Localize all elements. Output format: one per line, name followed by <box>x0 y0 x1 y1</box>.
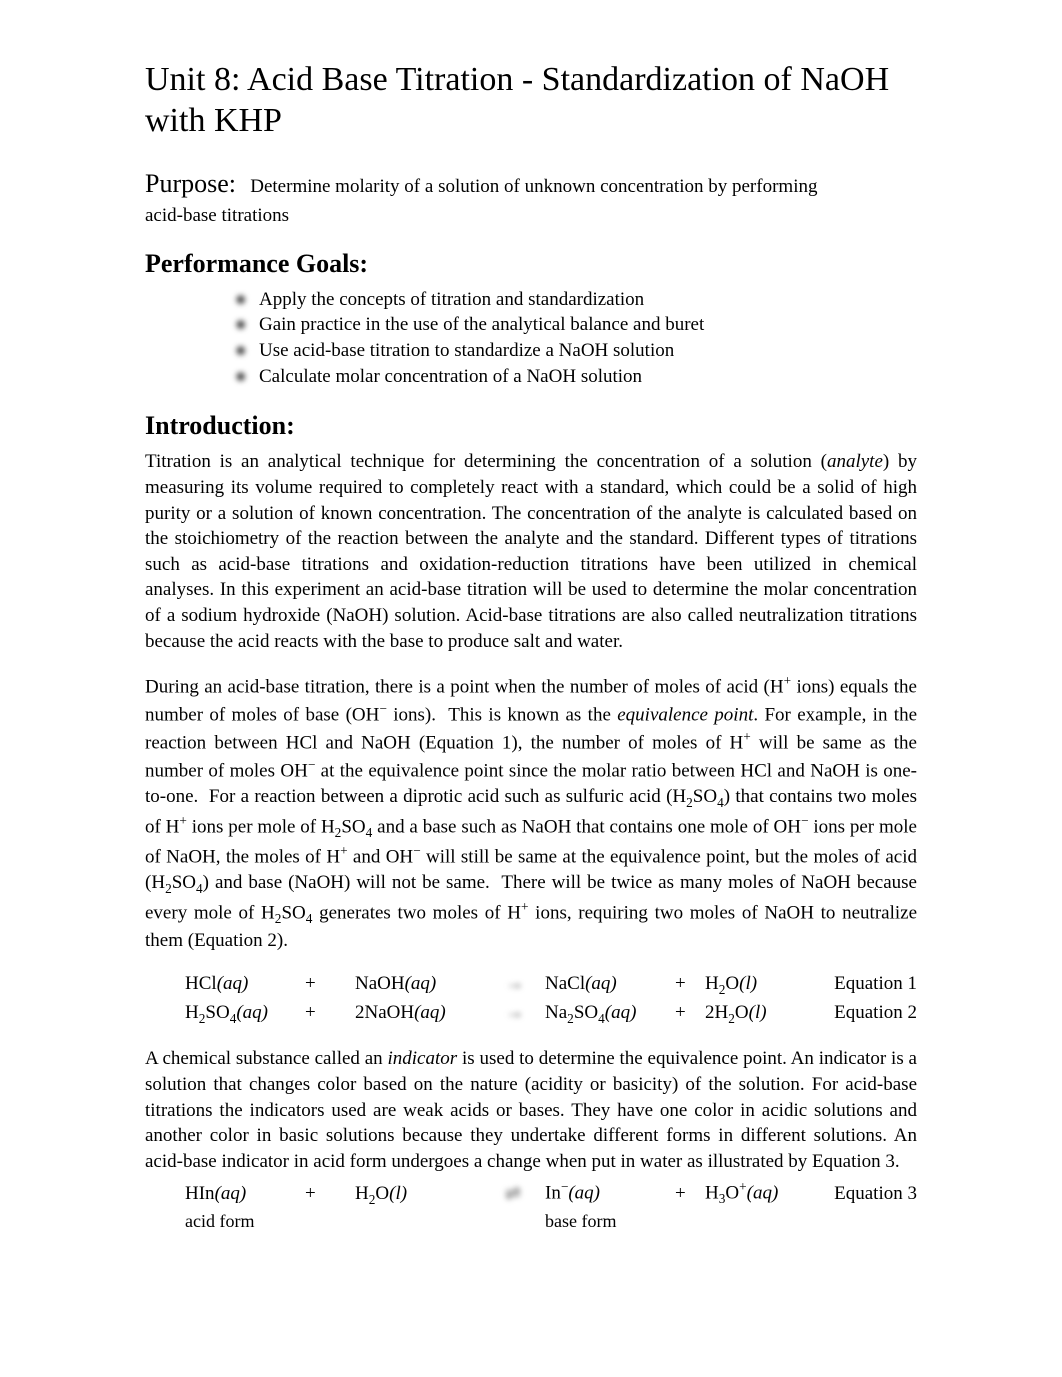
para-text: Titration is an analytical technique for… <box>145 451 827 472</box>
equation-number: Equation 2 <box>825 1000 917 1027</box>
goal-item: ● Gain practice in the use of the analyt… <box>235 312 917 338</box>
eqn-species: 2NaOH(aq) <box>355 1000 505 1027</box>
eqn-plus: + <box>675 1000 705 1027</box>
eqn-species: In−(aq) <box>545 1178 675 1207</box>
equation-number: Equation 1 <box>825 971 917 998</box>
eqn-plus: + <box>305 971 355 998</box>
goal-item: ● Use acid-base titration to standardize… <box>235 338 917 364</box>
bullet-icon: ● <box>235 364 259 390</box>
intro-para-2: During an acid-base titration, there is … <box>145 672 917 953</box>
equation-2: H2SO4(aq) + 2NaOH(aq) → Na2SO4(aq) + 2H2… <box>185 1000 917 1028</box>
para-text: A chemical substance called an <box>145 1048 388 1069</box>
eqn-species: H2O(l) <box>705 971 825 999</box>
intro-para-1: Titration is an analytical technique for… <box>145 449 917 654</box>
eqn-plus: + <box>305 1000 355 1027</box>
arrow-icon: → <box>505 971 545 998</box>
goal-text: Calculate molar concentration of a NaOH … <box>259 364 642 390</box>
form-label: acid form <box>185 1209 305 1234</box>
eqn-plus: + <box>675 971 705 998</box>
eqn-species: NaCl(aq) <box>545 971 675 998</box>
para-text: ) by measuring its volume required to co… <box>145 451 917 651</box>
equation-block-2: HIn(aq) + H2O(l) ⇌ In−(aq) + H3O+(aq) Eq… <box>185 1178 917 1234</box>
eqn-species: HCl(aq) <box>185 971 305 998</box>
equation-3-labels: acid form base form <box>185 1209 917 1234</box>
eqn-species: H2SO4(aq) <box>185 1000 305 1028</box>
eqn-species: Na2SO4(aq) <box>545 1000 675 1028</box>
goals-heading: Performance Goals: <box>145 249 917 279</box>
purpose-line: Purpose: Determine molarity of a solutio… <box>145 166 917 201</box>
eqn-species: H2O(l) <box>355 1181 505 1209</box>
intro-heading: Introduction: <box>145 411 917 441</box>
goal-item: ● Calculate molar concentration of a NaO… <box>235 364 917 390</box>
purpose-body: Determine molarity of a solution of unkn… <box>250 176 817 197</box>
goals-list: ● Apply the concepts of titration and st… <box>235 287 917 390</box>
bullet-icon: ● <box>235 287 259 313</box>
eqn-species: 2H2O(l) <box>705 1000 825 1028</box>
equation-block-1: HCl(aq) + NaOH(aq) → NaCl(aq) + H2O(l) E… <box>185 971 917 1028</box>
equation-1: HCl(aq) + NaOH(aq) → NaCl(aq) + H2O(l) E… <box>185 971 917 999</box>
page-title: Unit 8: Acid Base Titration - Standardiz… <box>145 60 917 142</box>
arrow-icon: ⇌ <box>505 1181 545 1208</box>
goal-text: Apply the concepts of titration and stan… <box>259 287 644 313</box>
eqn-species: H3O+(aq) <box>705 1178 825 1209</box>
purpose-trail: acid-base titrations <box>145 205 917 227</box>
equation-number: Equation 3 <box>825 1181 917 1208</box>
bullet-icon: ● <box>235 338 259 364</box>
eqn-species: HIn(aq) <box>185 1181 305 1208</box>
purpose-label: Purpose: <box>145 169 236 198</box>
goal-text: Use acid-base titration to standardize a… <box>259 338 674 364</box>
purpose-text <box>241 176 251 197</box>
intro-para-3: A chemical substance called an indicator… <box>145 1046 917 1174</box>
goal-text: Gain practice in the use of the analytic… <box>259 312 704 338</box>
bullet-icon: ● <box>235 312 259 338</box>
italic-term: indicator <box>388 1048 458 1069</box>
equation-3: HIn(aq) + H2O(l) ⇌ In−(aq) + H3O+(aq) Eq… <box>185 1178 917 1209</box>
arrow-icon: → <box>505 1000 545 1027</box>
goal-item: ● Apply the concepts of titration and st… <box>235 287 917 313</box>
italic-term: analyte <box>827 451 883 472</box>
eqn-species: NaOH(aq) <box>355 971 505 998</box>
form-label: base form <box>545 1209 675 1234</box>
eqn-plus: + <box>305 1181 355 1208</box>
eqn-plus: + <box>675 1181 705 1208</box>
